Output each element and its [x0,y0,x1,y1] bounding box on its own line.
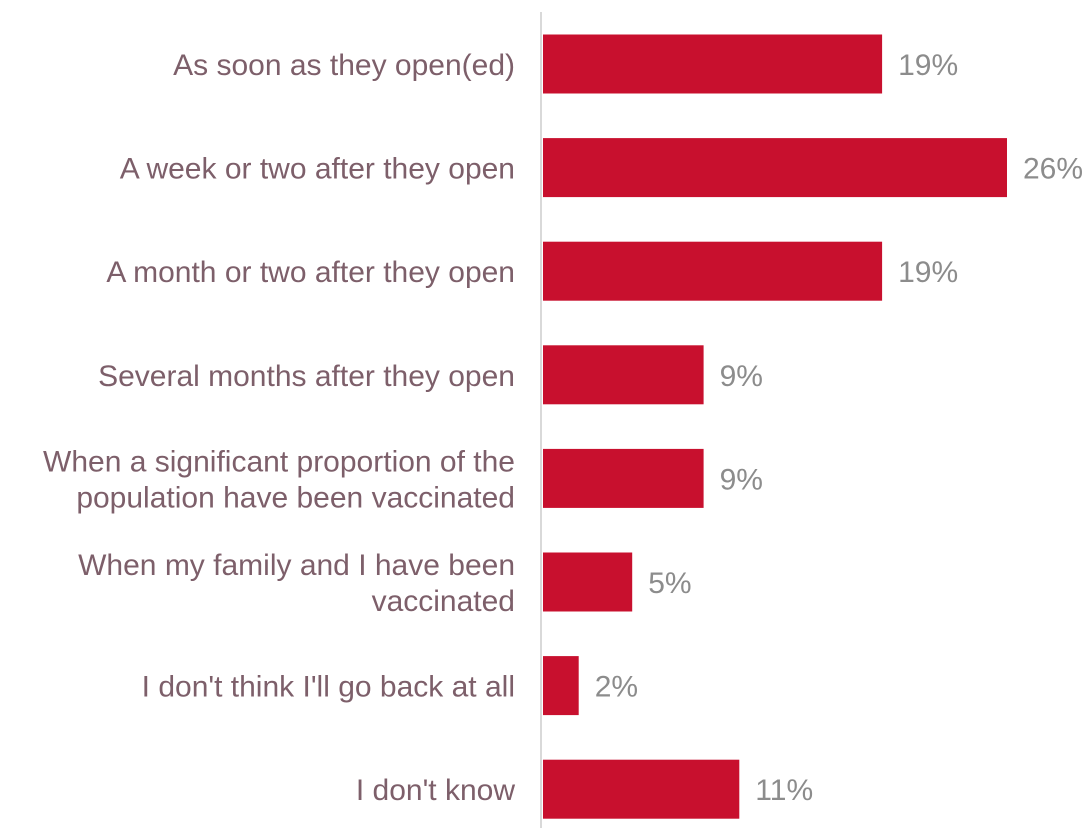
category-label-line: A month or two after they open [106,256,515,289]
bar [543,759,740,819]
category-label: I don't know [356,774,515,807]
category-label-line: A week or two after they open [120,153,515,186]
category-label: As soon as they open(ed) [173,49,515,82]
category-label-line: When a significant proportion of the [43,445,515,478]
labels-layer: 19% As soon as they open(ed) 26% A week or … [43,49,1083,807]
bar-value-label: 19% [898,256,958,289]
bar-value-label: 26% [1023,153,1083,186]
bar-value-label: 9% [720,463,763,496]
bars-layer [543,34,1007,819]
category-label-line: Several months after they open [98,360,515,393]
bar [543,34,883,94]
category-label: When my family and I have been vaccinated [78,549,515,618]
category-label-line: As soon as they open(ed) [173,49,515,82]
category-label: A month or two after they open [106,256,515,289]
bar-value-label: 11% [755,774,813,807]
category-label: Several months after they open [98,360,515,393]
bar-value-label: 9% [720,360,763,393]
bar-value-label: 2% [595,671,638,704]
bar [543,656,579,716]
category-label: When a significant proportion of the popu… [43,445,515,514]
category-label: I don't think I'll go back at all [142,671,515,704]
bar [543,552,633,612]
category-label: A week or two after they open [120,153,515,186]
bar-value-label: 5% [648,567,691,600]
bar [543,241,883,301]
category-label-line: When my family and I have been [78,549,515,582]
bar [543,138,1007,198]
category-label-line: I don't think I'll go back at all [142,671,515,704]
category-label-line: population have been vaccinated [76,481,515,514]
bar-value-label: 19% [898,49,958,82]
bar [543,345,704,405]
category-label-line: vaccinated [372,585,515,618]
category-label-line: I don't know [356,774,515,807]
bar [543,448,704,508]
